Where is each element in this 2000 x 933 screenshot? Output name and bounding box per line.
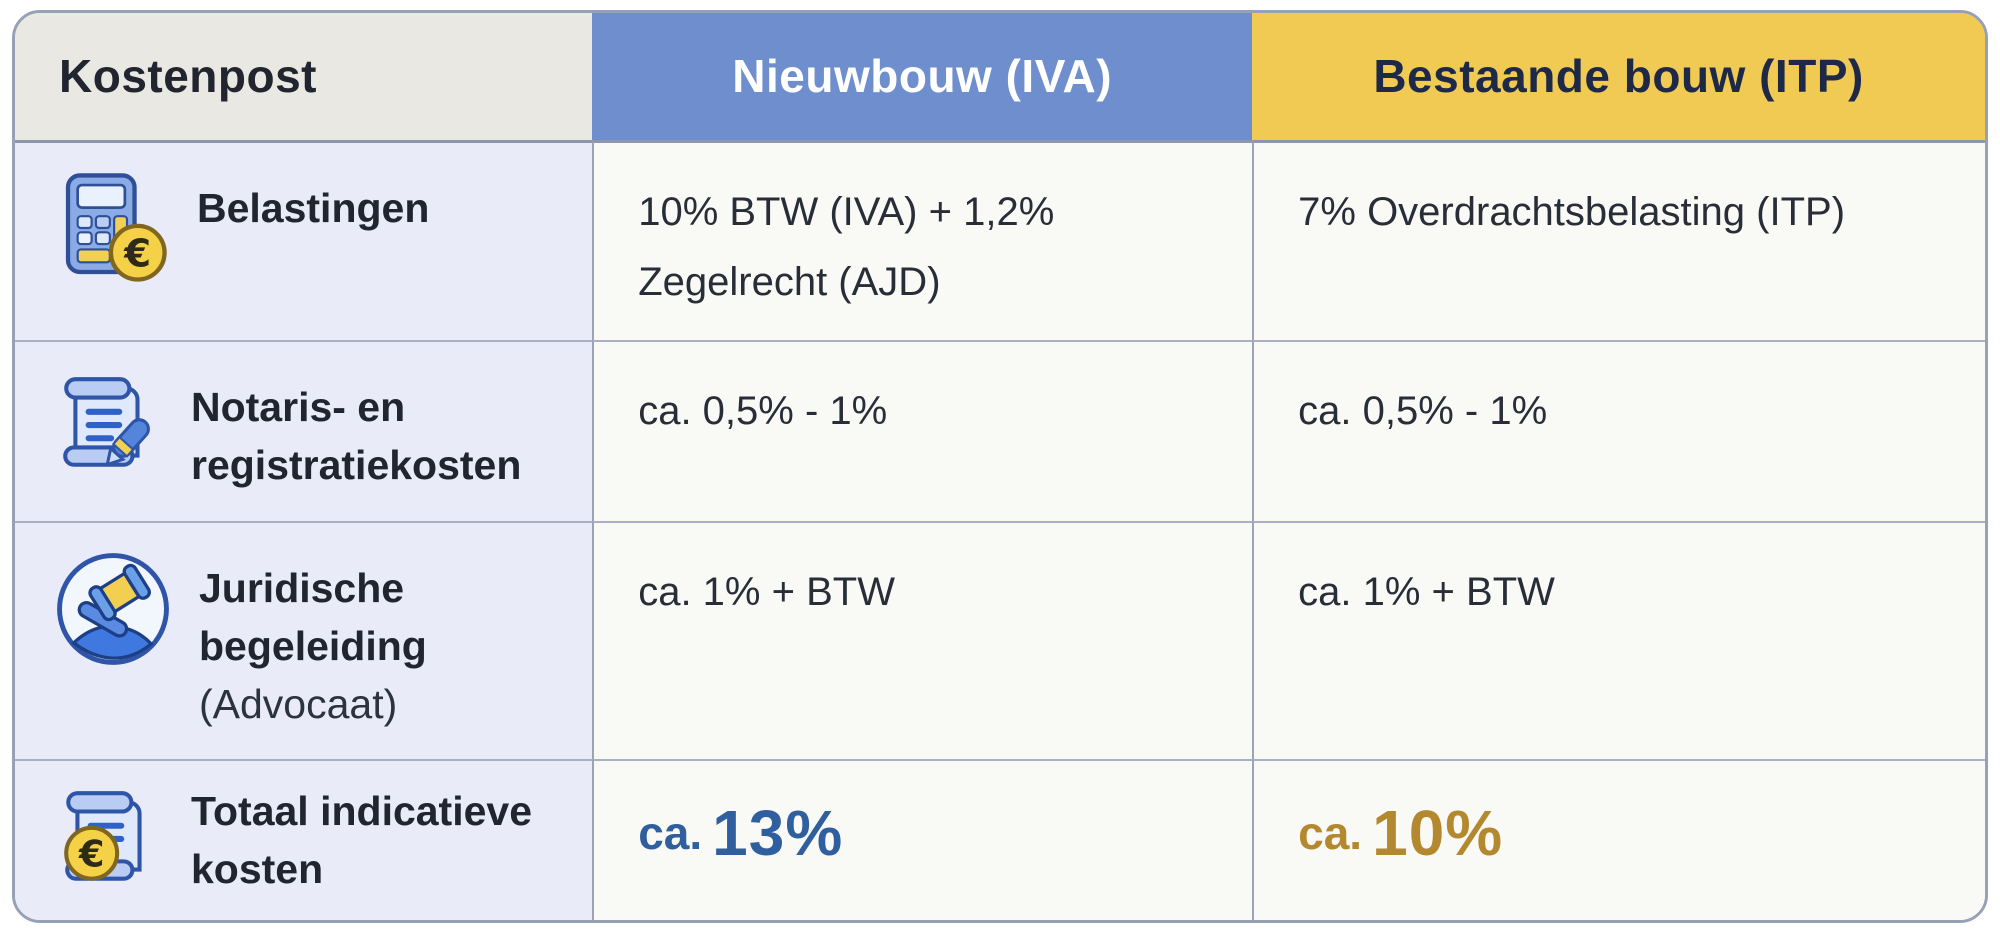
cell-value: ca. 0,5% - 1%	[638, 388, 888, 433]
cell-value: ca. 1% + BTW	[638, 569, 895, 614]
column-header-label: Nieuwbouw (IVA)	[732, 50, 1113, 103]
column-header-nieuwbouw: Nieuwbouw (IVA)	[592, 13, 1253, 140]
column-header-label: Bestaande bouw (ITP)	[1373, 50, 1864, 103]
cell-value: 10% BTW (IVA) + 1,2% Zegelrecht (AJD)	[638, 189, 1055, 304]
row-label-main: Juridische begeleiding	[199, 564, 427, 670]
cell-belastingen-itp: 7% Overdrachtsbelasting (ITP)	[1252, 139, 1985, 340]
row-totaal-label-cell: € Totaal indicatieve kosten	[15, 758, 593, 920]
cell-juridische-iva: ca. 1% + BTW	[592, 520, 1253, 759]
row-notaris-label-cell: Notaris- en registratiekosten	[15, 339, 593, 521]
svg-text:€: €	[78, 833, 105, 876]
row-belastingen-label-cell: € Belastingen	[15, 139, 593, 340]
cell-value: 7% Overdrachtsbelasting (ITP)	[1298, 189, 1846, 234]
column-header-bestaande-bouw: Bestaande bouw (ITP)	[1252, 13, 1985, 140]
scroll-pen-icon	[53, 368, 165, 480]
row-label-note: (Advocaat)	[199, 681, 398, 728]
svg-text:€: €	[123, 232, 151, 277]
cell-value: ca. 1% + BTW	[1298, 569, 1555, 614]
gavel-icon	[53, 549, 173, 669]
cell-totaal-iva: ca. 13%	[592, 758, 1253, 920]
row-label: Notaris- en registratiekosten	[191, 383, 522, 488]
cost-comparison-table: Kostenpost Nieuwbouw (IVA) Bestaande bou…	[12, 10, 1988, 923]
row-label: Juridische begeleiding (Advocaat)	[199, 549, 576, 734]
calculator-euro-icon: €	[53, 169, 171, 287]
cell-totaal-itp: ca. 10%	[1252, 758, 1985, 920]
cell-juridische-itp: ca. 1% + BTW	[1252, 520, 1985, 759]
cell-notaris-itp: ca. 0,5% - 1%	[1252, 339, 1985, 521]
cell-notaris-iva: ca. 0,5% - 1%	[592, 339, 1253, 521]
total-value: 10%	[1372, 797, 1504, 870]
cell-belastingen-iva: 10% BTW (IVA) + 1,2% Zegelrecht (AJD)	[592, 139, 1253, 340]
column-header-kostenpost: Kostenpost	[15, 13, 593, 140]
row-label: Totaal indicatieve kosten	[191, 788, 533, 893]
total-prefix: ca.	[1298, 807, 1363, 860]
scroll-euro-icon: €	[53, 784, 165, 896]
row-juridische-label-cell: Juridische begeleiding (Advocaat)	[15, 520, 593, 759]
column-header-label: Kostenpost	[59, 50, 317, 103]
total-value: 13%	[712, 797, 844, 870]
cell-value: ca. 0,5% - 1%	[1298, 388, 1548, 433]
total-prefix: ca.	[638, 807, 703, 860]
row-label: Belastingen	[197, 184, 430, 231]
